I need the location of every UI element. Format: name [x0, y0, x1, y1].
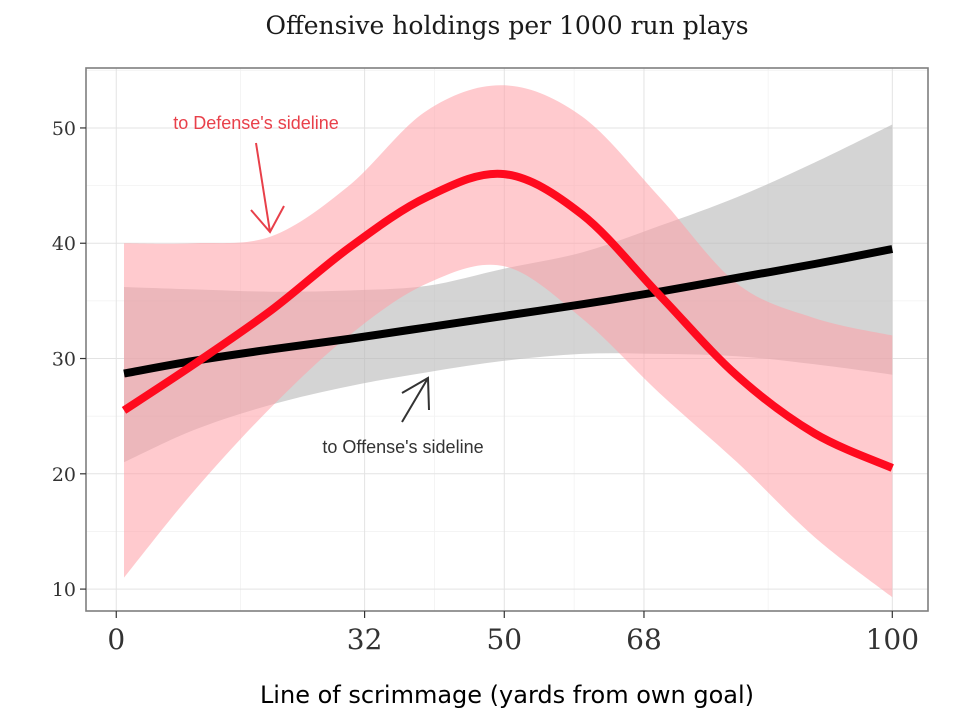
annotation-offense-text: to Offense's sideline [322, 437, 483, 457]
x-tick-label: 32 [347, 623, 383, 656]
series-lines [121, 169, 894, 472]
y-tick-label: 40 [52, 233, 76, 255]
series-line-0 [121, 169, 894, 472]
annotation-defense-arrow [250, 142, 285, 234]
confidence-band-0 [124, 85, 893, 598]
annotation-defense-text: to Defense's sideline [173, 113, 339, 133]
x-tick-label: 50 [486, 623, 522, 656]
x-tick-label: 100 [866, 623, 919, 656]
x-axis: 0 32 50 68 100 [107, 611, 919, 656]
chart-title: Offensive holdings per 1000 run plays [265, 11, 748, 40]
x-tick-label: 0 [107, 623, 125, 656]
annotation-defense: to Defense's sideline [173, 113, 339, 234]
y-tick-label: 50 [52, 118, 76, 140]
annotation-offense-arrow [401, 376, 430, 423]
y-axis: 10 20 30 40 50 [52, 118, 86, 601]
confidence-band-1 [124, 124, 893, 463]
series-line-1 [123, 245, 894, 378]
plot-border [85, 67, 929, 612]
confidence-bands [124, 85, 893, 598]
y-tick-label: 30 [52, 349, 76, 371]
x-tick-label: 68 [626, 623, 662, 656]
x-axis-label: Line of scrimmage (yards from own goal) [260, 681, 754, 709]
annotation-offense: to Offense's sideline [322, 376, 484, 457]
y-tick-label: 10 [52, 579, 76, 601]
y-tick-label: 20 [52, 464, 76, 486]
